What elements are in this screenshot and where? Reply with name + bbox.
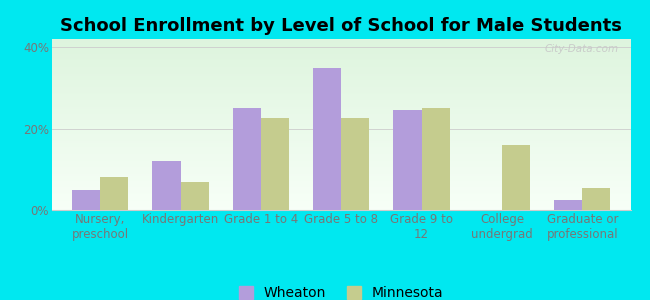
Text: City-Data.com: City-Data.com — [545, 44, 619, 54]
Bar — [181, 182, 209, 210]
Bar — [261, 118, 289, 210]
Bar — [582, 188, 610, 210]
Bar — [502, 145, 530, 210]
Bar — [100, 177, 128, 210]
Title: School Enrollment by Level of School for Male Students: School Enrollment by Level of School for… — [60, 17, 622, 35]
Bar — [554, 200, 582, 210]
Bar — [313, 68, 341, 210]
Bar — [72, 190, 100, 210]
Bar — [153, 161, 181, 210]
Bar — [422, 108, 450, 210]
Bar — [233, 108, 261, 210]
Legend: Wheaton, Minnesota: Wheaton, Minnesota — [233, 280, 449, 300]
Bar — [341, 118, 369, 210]
Bar — [393, 110, 422, 210]
